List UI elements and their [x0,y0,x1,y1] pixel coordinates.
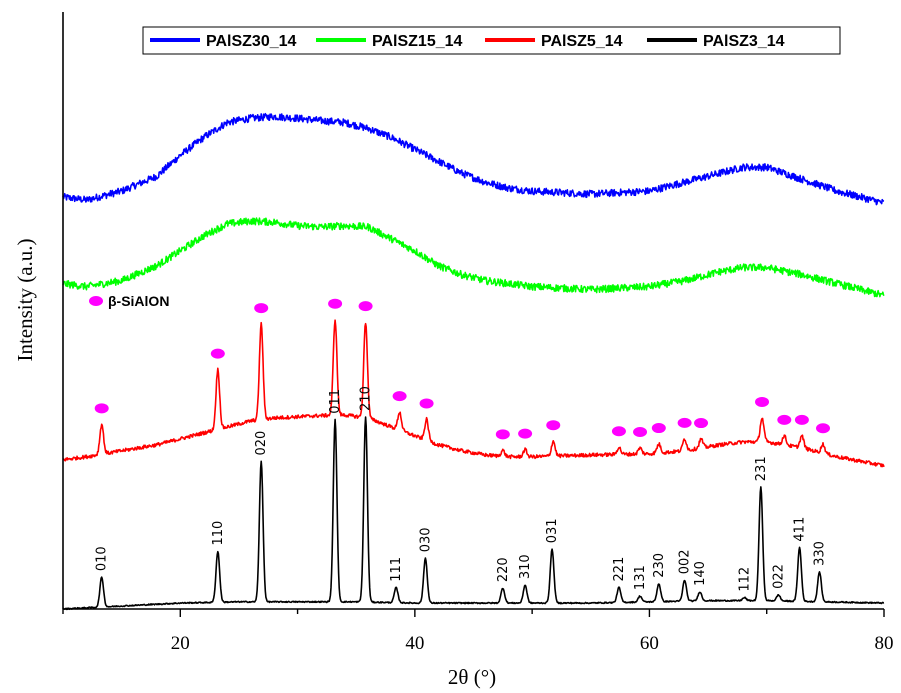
hkl-label: 330 [812,541,827,566]
x-tick-label: 40 [405,633,424,654]
hkl-label: 022 [771,564,786,589]
sialon-peak-marker [794,414,809,425]
hkl-label: 411 [793,517,808,542]
sialon-peak-marker [777,414,792,425]
sialon-peak-marker [94,403,109,414]
hkl-label: 002 [678,549,693,574]
sialon-peak-marker [495,429,510,440]
axes: 20 40 60 80 [62,12,894,654]
sialon-peak-marker [210,348,225,359]
sialon-peak-marker [677,417,692,428]
sialon-legend-dot [89,296,103,306]
hkl-label: 111 [389,557,404,582]
x-tick-label: 60 [640,633,659,654]
legend-label: PAlSZ15_14 [372,33,463,50]
sialon-peak-marker [518,428,533,439]
hkl-label: 221 [612,557,627,582]
sialon-peak-marker [419,398,434,409]
legend-label: PAlSZ30_14 [206,33,297,50]
y-axis-title: Intensity (a.u.) [13,238,37,361]
sialon-peak-marker [755,396,770,407]
sialon-peak-marker [611,426,626,437]
sialon-peak-marker [392,391,407,402]
hkl-label: 131 [633,565,648,590]
hkl-label-layer: 010 110 020 011 210 111 030 220 310 031 221 131 230 0… [95,386,828,592]
sialon-peak-marker [358,301,373,312]
x-axis-title: 2θ (°) [448,665,496,689]
hkl-label: 230 [652,553,667,578]
hkl-label: 110 [211,521,226,546]
series-layer [62,112,885,611]
hkl-label: 231 [754,456,769,481]
series-line-palsz15-14 [62,217,885,298]
hkl-label: 010 [95,546,110,571]
hkl-label: 030 [418,527,433,552]
plot-area: 010 110 020 011 210 111 030 220 310 031 221 131 230 0… [62,112,885,611]
series-line-palsz3-14 [62,416,885,611]
x-tick-label: 20 [171,633,190,654]
hkl-label: 310 [518,554,533,579]
sialon-peak-marker [651,423,666,434]
x-tick-layer: 20 40 60 80 [62,609,894,654]
x-tick-label: 80 [875,633,894,654]
sialon-peak-marker [633,427,648,438]
hkl-label: 020 [254,431,269,456]
legend-label: PAlSZ5_14 [541,33,623,50]
legend: PAlSZ30_14 PAlSZ15_14 PAlSZ5_14 PAlSZ3_14 [142,26,841,55]
sialon-peak-marker [328,298,343,309]
legend-label: PAlSZ3_14 [703,33,785,50]
hkl-label: 210 [359,386,374,411]
sialon-legend-label: β-SiAlON [108,293,169,309]
hkl-label: 140 [693,561,708,586]
sialon-peak-marker [816,423,831,434]
sialon-peak-marker [694,418,709,429]
sialon-peak-marker [254,303,269,314]
hkl-label: 112 [737,567,752,592]
sialon-marker-layer [94,298,831,440]
hkl-label: 031 [545,518,560,543]
sialon-peak-marker [546,420,561,431]
sialon-legend: β-SiAlON [89,293,169,309]
hkl-label: 220 [496,557,511,582]
series-line-palsz5-14 [62,319,885,468]
hkl-label: 011 [328,389,343,414]
series-line-palsz30-14 [62,112,885,206]
